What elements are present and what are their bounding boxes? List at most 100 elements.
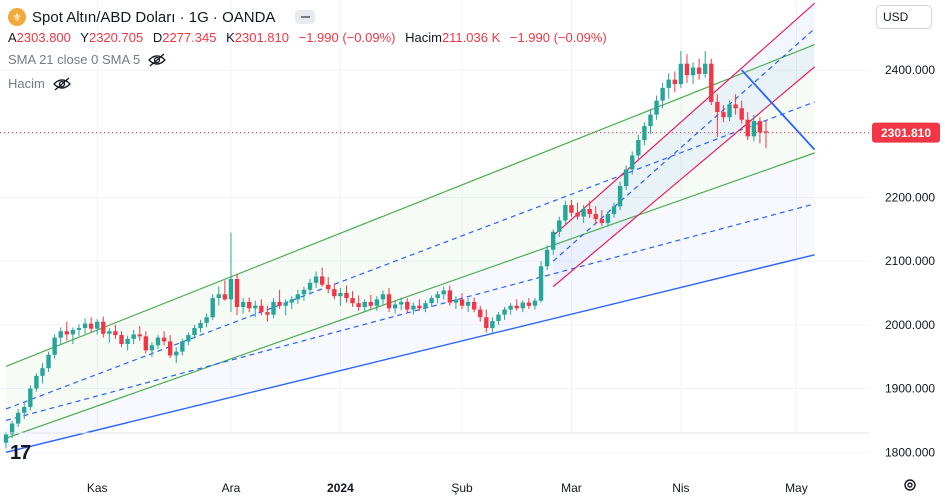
- collapse-legend-button[interactable]: [295, 10, 316, 24]
- drawing-lines: [0, 2, 870, 453]
- candle-body: [192, 328, 197, 336]
- volume-indicator-row[interactable]: Hacim: [8, 72, 613, 96]
- y-tick-label: 2200.000: [885, 190, 935, 204]
- candle-body: [46, 354, 51, 369]
- candle-body: [435, 294, 440, 299]
- candle-body: [441, 290, 446, 295]
- candle-body: [751, 121, 757, 137]
- currency-selector[interactable]: USD: [876, 5, 932, 29]
- candle-body: [508, 305, 513, 310]
- candle-body: [271, 301, 276, 315]
- y-tick-label: 2000.000: [885, 318, 935, 332]
- eye-hidden-icon[interactable]: [148, 53, 167, 67]
- candle-body: [222, 294, 228, 300]
- candle-body: [557, 220, 562, 232]
- candle-body: [733, 104, 738, 109]
- candle-body: [149, 345, 155, 351]
- candle-body: [496, 314, 501, 322]
- candle-body: [216, 294, 221, 299]
- candle-body: [326, 284, 331, 290]
- candle-body: [307, 282, 313, 290]
- candle-body: [9, 423, 15, 435]
- close-value: 2301.810: [234, 30, 289, 45]
- candle-body: [411, 305, 416, 310]
- candle-body: [289, 299, 294, 303]
- candle-body: [52, 337, 57, 355]
- red-upper-line: [552, 2, 816, 237]
- candle-body: [167, 341, 173, 356]
- y-tick-label: 1900.000: [885, 382, 935, 396]
- sma-indicator-row[interactable]: SMA 21 close 0 SMA 5: [8, 48, 613, 72]
- candle-body: [715, 101, 720, 113]
- candle-body: [362, 301, 367, 308]
- candle-body: [672, 79, 677, 85]
- candle-body: [502, 309, 507, 315]
- volume-indicator-label[interactable]: Hacim: [8, 76, 45, 91]
- x-tick-label: May: [785, 481, 808, 495]
- candle-body: [575, 212, 580, 217]
- candle-body: [368, 301, 373, 306]
- candle-body: [405, 301, 410, 310]
- green-mid-line: [5, 152, 815, 439]
- candle-body: [319, 276, 325, 285]
- eye-hidden-icon[interactable]: [52, 77, 71, 91]
- candle-body: [739, 108, 744, 120]
- last-price-label: 2301.810: [881, 126, 931, 140]
- candle-body: [678, 63, 684, 85]
- y-tick-label: 1800.000: [885, 445, 935, 459]
- candle-body: [234, 279, 240, 308]
- candle-body: [617, 186, 623, 207]
- candle-body: [82, 323, 88, 329]
- red-lower-line: [552, 66, 816, 288]
- candle-body: [520, 302, 525, 309]
- candle-body: [447, 290, 453, 303]
- candle-body: [356, 303, 361, 308]
- candle-body: [301, 289, 307, 295]
- candle-body: [161, 337, 167, 342]
- candle-body: [587, 208, 592, 215]
- change-value: −1.990 (−0.09%): [298, 30, 396, 45]
- candle-body: [88, 323, 94, 329]
- candle-body: [696, 67, 702, 74]
- tradingview-logo[interactable]: 17: [10, 442, 31, 464]
- candle-body: [648, 114, 653, 127]
- currency-label[interactable]: USD: [883, 10, 909, 24]
- candle-body: [101, 321, 106, 334]
- candle-body: [143, 336, 149, 351]
- candle-body: [745, 119, 750, 137]
- candle-body: [709, 63, 714, 102]
- symbol-title[interactable]: Spot Altın/ABD Doları · 1G · OANDA: [32, 8, 276, 26]
- blue-lower-line: [5, 254, 815, 453]
- candle-body: [180, 341, 185, 352]
- candle-body: [70, 329, 76, 335]
- blue-channel-fill: [6, 152, 815, 453]
- candle-body: [690, 67, 696, 76]
- candle-body: [551, 231, 556, 250]
- y-tick-label: 2100.000: [885, 254, 935, 268]
- blue-dashed-lower: [5, 203, 815, 421]
- sma-indicator-label[interactable]: SMA 21 close 0 SMA 5: [8, 52, 141, 67]
- candle-body: [313, 276, 319, 283]
- candle-body: [623, 169, 629, 186]
- candle-body: [107, 331, 112, 334]
- candle-body: [3, 434, 9, 443]
- candle-body: [721, 112, 726, 118]
- candle-body: [28, 388, 33, 408]
- candle-body: [399, 301, 404, 305]
- candle-body: [660, 87, 665, 101]
- candle-body: [295, 294, 301, 300]
- gold-coin-icon: ⚜: [8, 8, 26, 26]
- candles: [3, 50, 769, 449]
- settings-gear-icon[interactable]: [903, 478, 917, 492]
- red-mid-dashed: [552, 28, 816, 262]
- candle-body: [283, 302, 288, 306]
- candle-body: [453, 299, 459, 303]
- open-label: A: [8, 30, 17, 45]
- candle-body: [593, 214, 598, 220]
- candle-body: [599, 219, 605, 223]
- candle-body: [380, 294, 386, 300]
- candle-body: [119, 335, 124, 344]
- volume-change-value: −1.990 (−0.09%): [509, 30, 607, 45]
- x-tick-label: Kas: [87, 481, 108, 495]
